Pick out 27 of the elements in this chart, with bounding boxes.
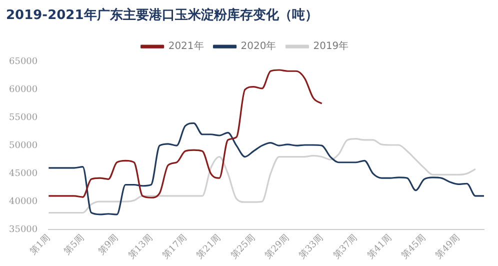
legend-label: 2021年 (168, 40, 204, 52)
x-tick-label: 第29周 (262, 232, 292, 261)
x-tick-label: 第41周 (365, 232, 394, 261)
line-series (48, 122, 485, 216)
y-tick-label: 60000 (8, 84, 38, 95)
x-tick-label: 第9周 (96, 232, 121, 257)
y-tick-label: 40000 (8, 196, 38, 207)
chart-title: 2019-2021年广东主要港口玉米淀粉库存变化（吨） (6, 7, 318, 24)
legend-label: 2019年 (313, 40, 349, 52)
y-tick-label: 45000 (8, 168, 38, 179)
x-tick-label: 第45周 (399, 232, 428, 261)
line-series (48, 69, 323, 198)
y-tick-label: 35000 (8, 224, 38, 235)
x-tick-label: 第21周 (194, 232, 224, 261)
y-tick-label: 65000 (8, 56, 38, 67)
line-series (48, 138, 476, 214)
x-tick-label: 第49周 (434, 232, 462, 261)
x-tick-label: 第25周 (228, 232, 258, 261)
x-tick-label: 第17周 (160, 232, 189, 261)
y-tick-label: 55000 (8, 112, 38, 123)
y-tick-label: 50000 (8, 140, 38, 151)
x-tick-label: 第1周 (28, 232, 52, 257)
x-tick-label: 第37周 (331, 232, 360, 261)
x-tick-label: 第13周 (126, 232, 155, 261)
x-tick-label: 第5周 (62, 232, 87, 257)
legend-label: 2020年 (240, 40, 276, 52)
x-tick-label: 第33周 (296, 232, 326, 261)
